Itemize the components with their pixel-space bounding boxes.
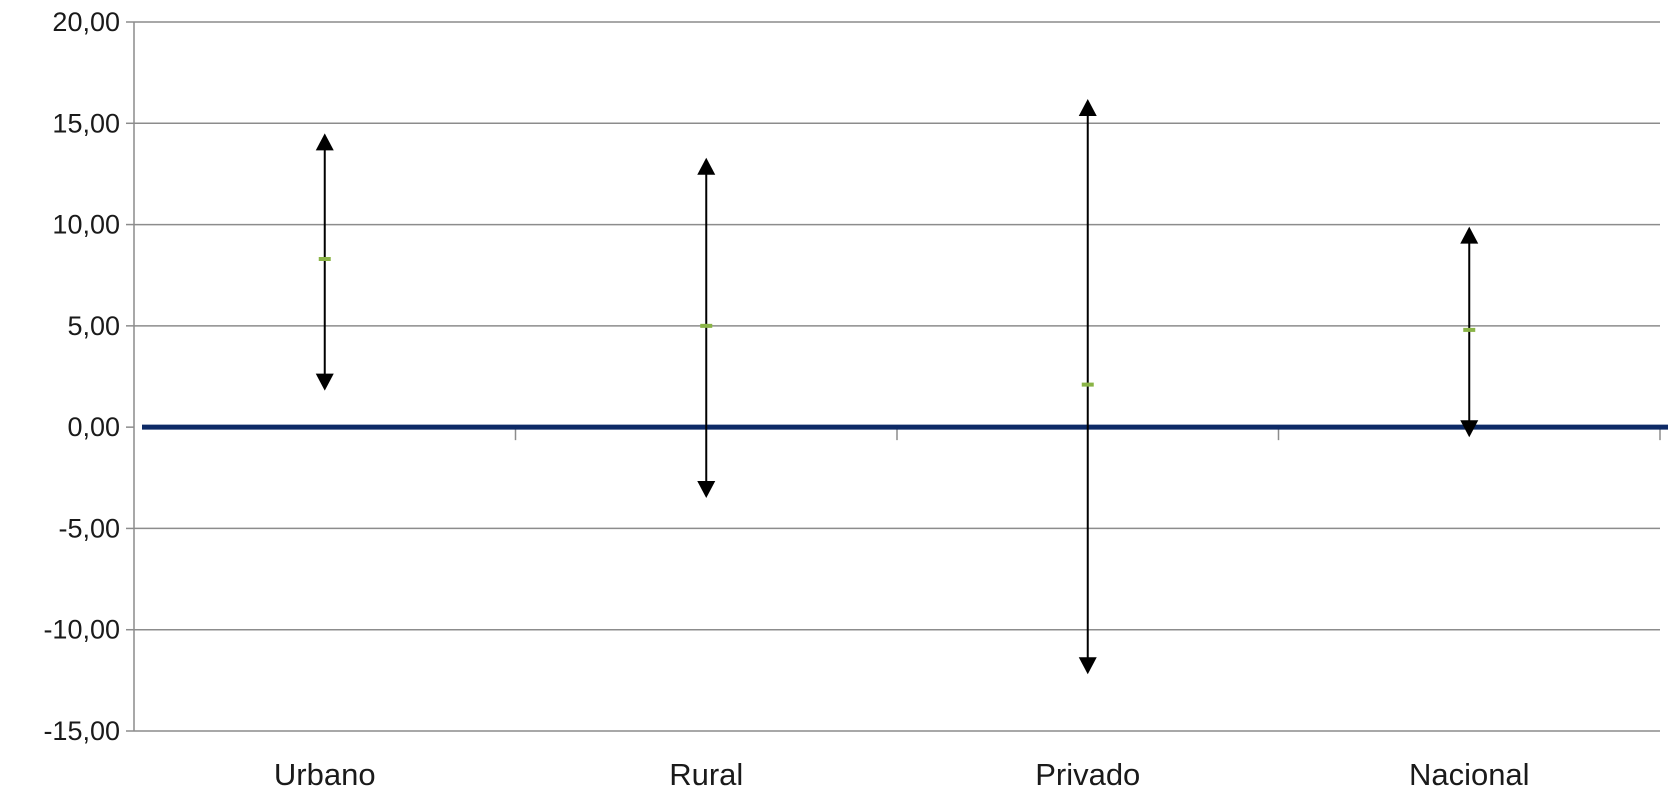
category-label: Nacional xyxy=(1409,757,1530,792)
gridlines xyxy=(134,21,1660,732)
y-tick-label: 15,00 xyxy=(52,108,120,138)
y-tick-label: -10,00 xyxy=(43,615,120,645)
lower-bound-arrow xyxy=(1460,420,1479,438)
lower-bound-arrow xyxy=(1078,657,1097,675)
point-estimates xyxy=(318,257,1476,387)
y-tick-label: -5,00 xyxy=(58,513,120,543)
y-axis-tick-labels: 20,00 15,00 10,00 5,00 0,00 -5,00 -10,00 -15,00 xyxy=(43,7,120,746)
confidence-intervals xyxy=(315,98,1479,675)
y-tick-label: 5,00 xyxy=(67,311,120,341)
lower-bound-arrow xyxy=(697,481,716,499)
category-label: Privado xyxy=(1035,757,1140,792)
axes xyxy=(126,21,1661,732)
lower-bound-arrow xyxy=(315,373,334,391)
upper-bound-arrow xyxy=(315,133,334,151)
category-label: Rural xyxy=(669,757,743,792)
category-label: Urbano xyxy=(274,757,376,792)
y-tick-label: 0,00 xyxy=(67,412,120,442)
upper-bound-arrow xyxy=(1460,226,1479,244)
y-tick-label: 20,00 xyxy=(52,7,120,37)
upper-bound-arrow xyxy=(1078,98,1097,116)
x-axis-category-labels: Urbano Rural Privado Nacional xyxy=(274,757,1530,792)
upper-bound-arrow xyxy=(697,157,716,175)
y-tick-label: 10,00 xyxy=(52,210,120,240)
y-tick-label: -15,00 xyxy=(43,716,120,746)
